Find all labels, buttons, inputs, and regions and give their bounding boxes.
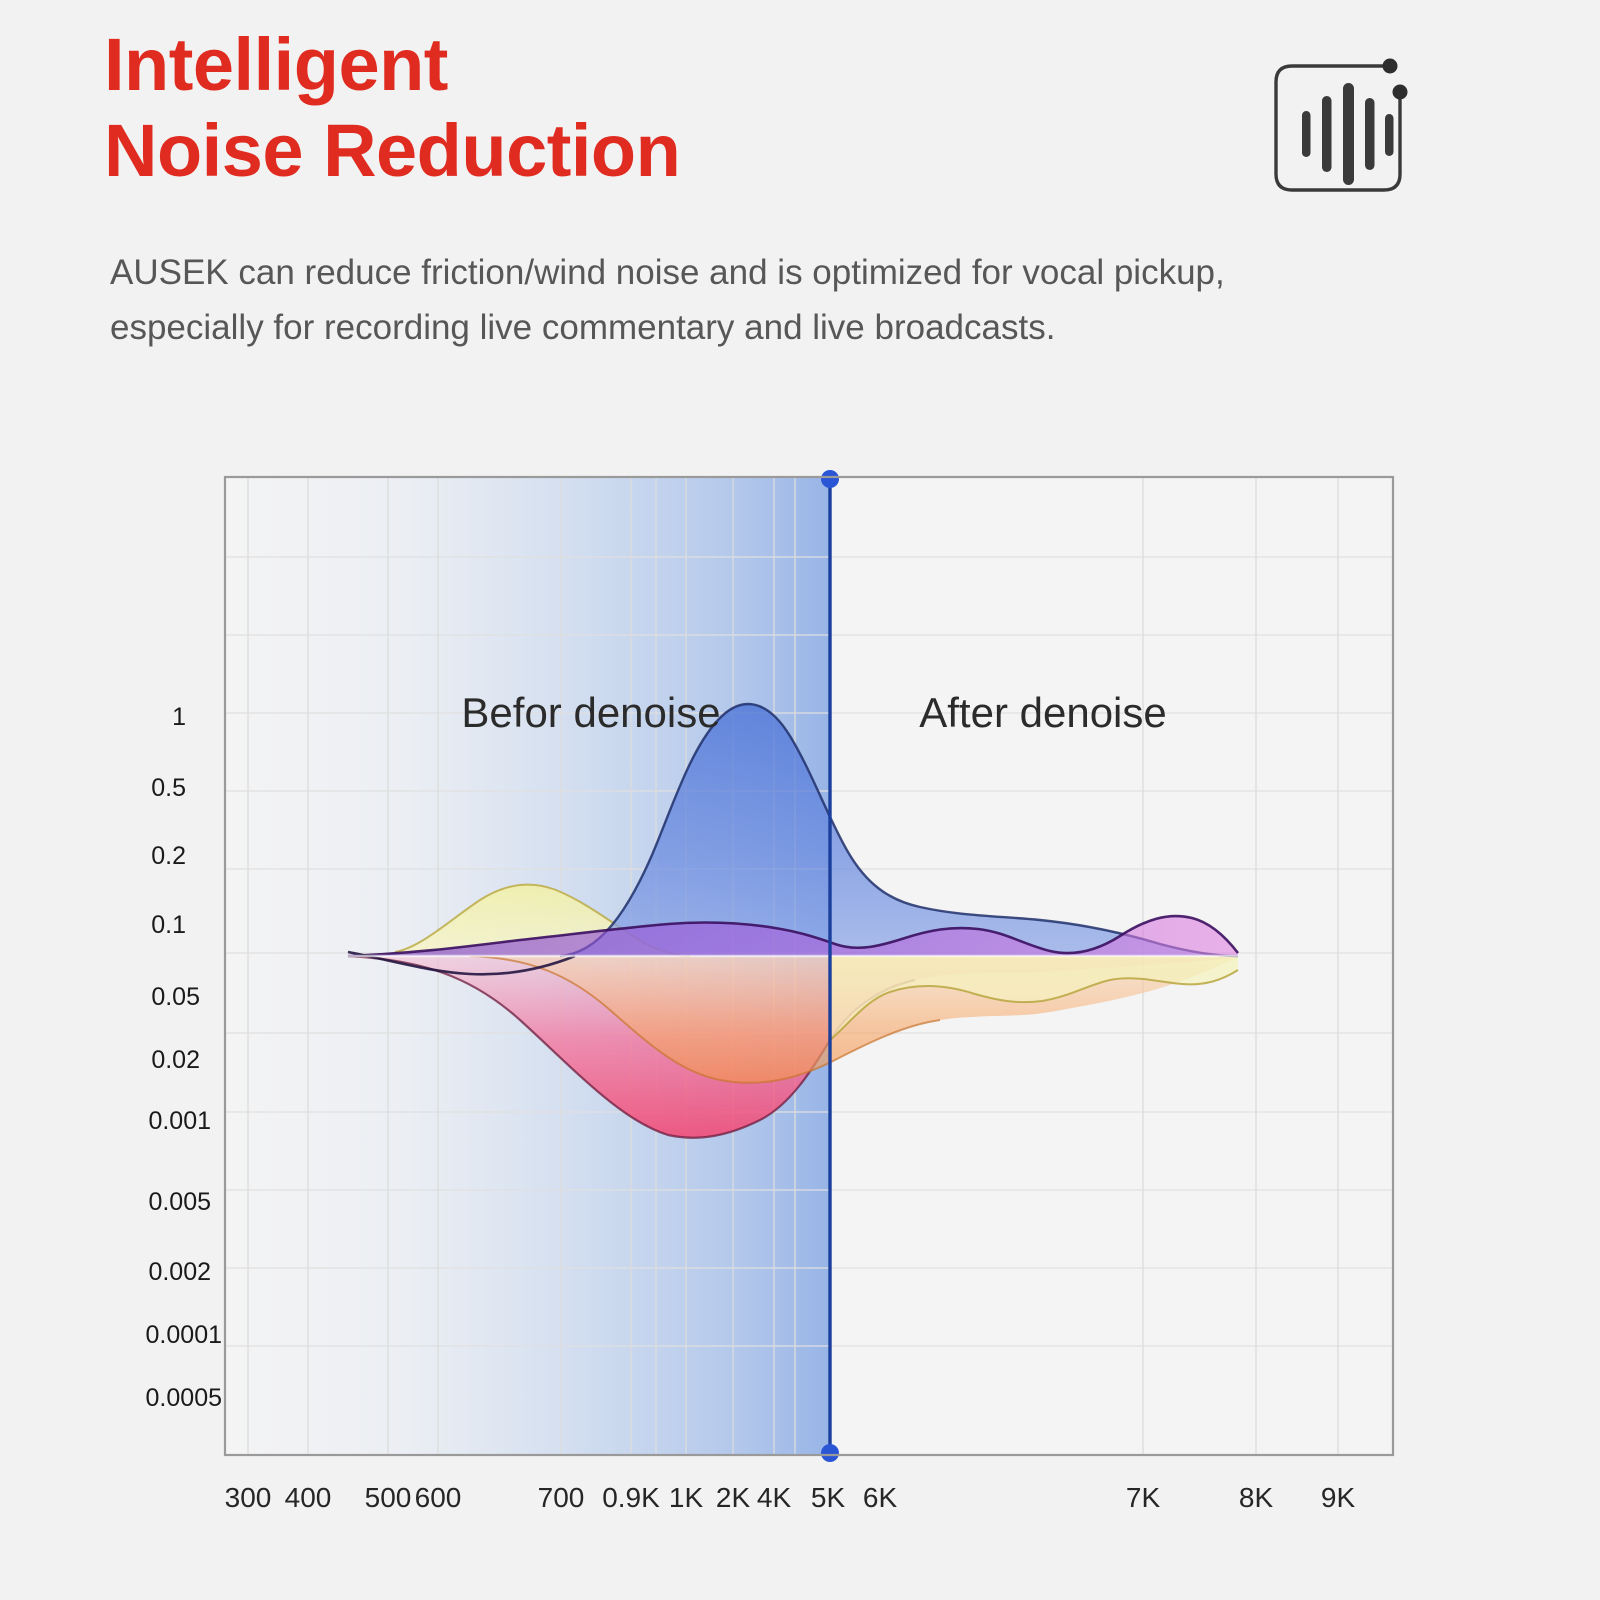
curve-left-tail [347,950,576,976]
y-tick-0: 1 [172,703,186,731]
header-section: Intelligent Noise Reduction AUSEK can re… [0,0,1600,380]
x-tick-9: 5K [811,1482,846,1513]
subtitle-line-2: especially for recording live commentary… [110,308,1056,348]
y-tick-4: 0.05 [151,983,200,1011]
label-after-denoise: After denoise [919,689,1167,736]
y-tick-8: 0.002 [148,1258,211,1286]
y-tick-7: 0.005 [148,1188,211,1216]
x-tick-2: 500 [365,1482,412,1513]
y-tick-6: 0.001 [148,1107,211,1135]
y-tick-1: 0.5 [151,774,186,802]
y-tick-2: 0.2 [151,842,186,870]
curve-after-purple-stroke [347,914,1240,958]
audio-waveform-icon [1262,52,1422,212]
x-tick-8: 4K [757,1482,792,1513]
page-title: Intelligent Noise Reduction [104,22,1004,194]
x-tick-10: 6K [863,1482,898,1513]
x-tick-11: 7K [1126,1482,1161,1513]
x-tick-6: 1K [669,1482,704,1513]
curve-after-yellow [830,956,1238,1040]
frequency-response-chart: Befor denoise After denoise 1 0.5 0.2 0.… [0,400,1600,1560]
subtitle-line-1: AUSEK can reduce friction/wind noise and… [110,253,1225,292]
y-tick-5: 0.02 [151,1046,200,1074]
y-axis-labels: 1 0.5 0.2 0.1 0.05 0.02 0.001 0.005 0.00… [146,703,222,1412]
y-tick-9: 0.0001 [146,1321,222,1349]
x-tick-1: 400 [285,1482,332,1513]
plot-frame [223,475,1395,1457]
x-tick-0: 300 [225,1482,272,1513]
chart-canvas: Befor denoise After denoise 1 0.5 0.2 0.… [146,470,1395,1513]
x-tick-12: 8K [1239,1482,1274,1513]
page-subtitle: AUSEK can reduce friction/wind noise and… [110,245,1430,356]
curve-after-yellow-stroke [829,969,1239,1041]
x-tick-13: 9K [1321,1482,1356,1513]
x-tick-7: 2K [716,1482,751,1513]
title-line-2: Noise Reduction [104,108,681,192]
y-tick-3: 0.1 [151,911,186,939]
curve-before-blue-stroke [559,702,1239,958]
label-before-denoise: Befor denoise [461,689,720,736]
title-line-1: Intelligent [104,23,448,106]
curve-after-purple [348,916,1238,956]
divider-handle-top[interactable] [821,470,839,488]
curve-orange-stroke [469,955,941,1084]
x-axis-labels: 300 400 500 600 700 0.9K 1K 2K 4K 5K 6K … [225,1482,1356,1513]
curve-before-blue [560,704,1238,956]
x-tick-3: 600 [415,1482,462,1513]
x-tick-4: 700 [538,1482,585,1513]
y-tick-10: 0.0005 [146,1384,222,1412]
x-tick-5: 0.9K [602,1482,660,1513]
divider-handle-bottom[interactable] [821,1444,839,1462]
